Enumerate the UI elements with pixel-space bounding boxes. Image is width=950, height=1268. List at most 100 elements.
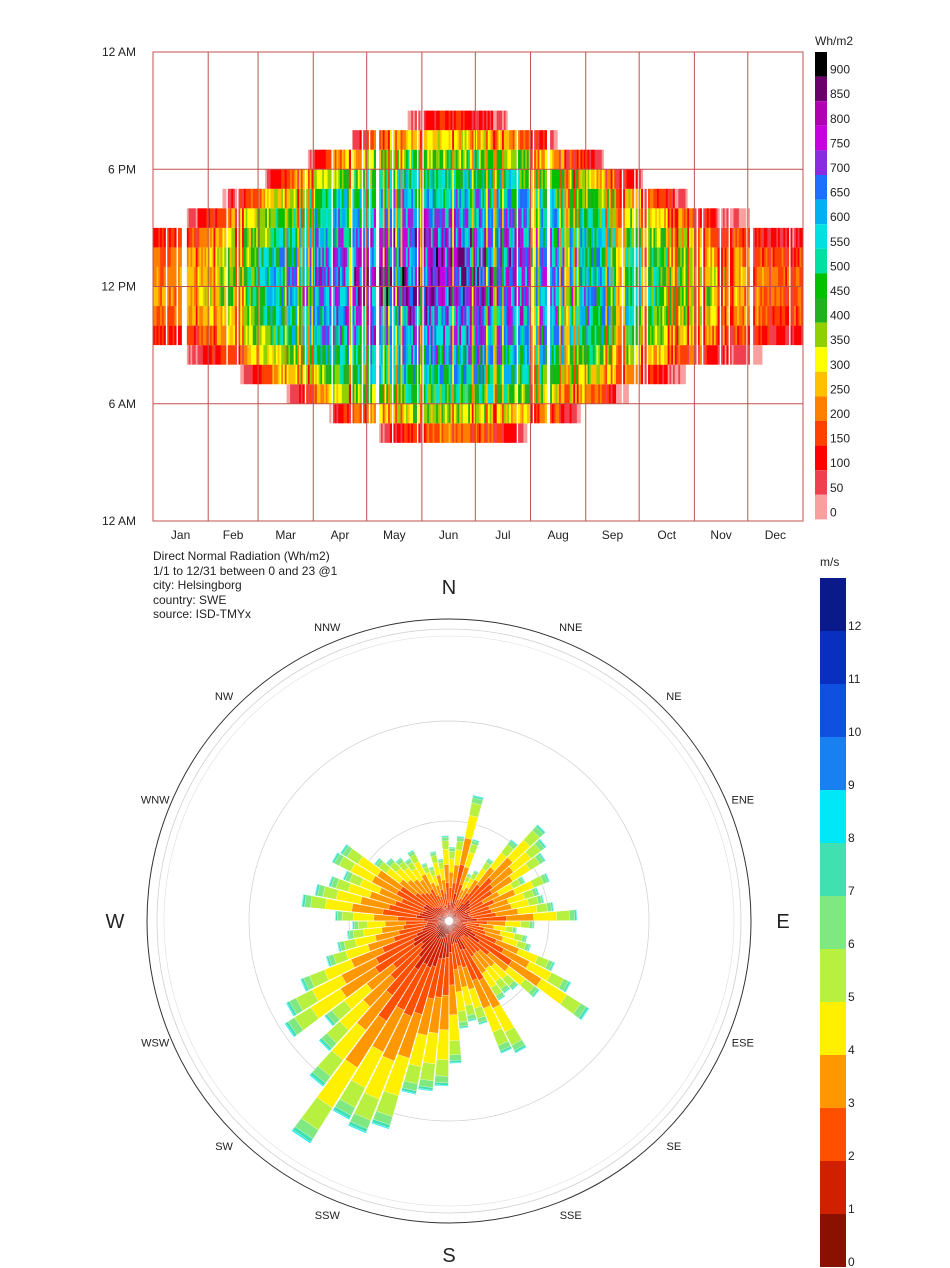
heatmap-cell: [450, 208, 453, 228]
heatmap-cell: [190, 286, 193, 307]
heatmap-cell: [706, 227, 710, 248]
wind-rose-wedge-segment: [352, 929, 365, 939]
heatmap-cell: [493, 188, 496, 209]
heatmap-cell: [202, 227, 206, 248]
heatmap-cell: [309, 247, 312, 267]
heatmap-cell: [373, 306, 376, 326]
heatmap-cell: [630, 306, 633, 326]
heatmap-cell: [537, 188, 540, 209]
heatmap-cell: [667, 286, 670, 307]
heatmap-cell: [299, 384, 302, 404]
heatmap-cell: [526, 169, 530, 189]
heatmap-cell: [740, 227, 743, 248]
heatmap-cell: [389, 169, 393, 189]
heatmap-cell: [678, 286, 681, 307]
heatmap-cell: [398, 306, 401, 326]
heatmap-cell: [322, 286, 325, 307]
heatmap-cell: [405, 384, 409, 404]
heatmap-cell: [425, 306, 428, 326]
heatmap-cell: [559, 169, 562, 189]
heatmap-cell: [658, 188, 661, 209]
heatmap-cell: [309, 208, 312, 228]
heatmap-cell: [653, 286, 656, 307]
heatmap-cell: [313, 169, 316, 189]
heatmap-cell: [573, 403, 576, 424]
heatmap-cell: [373, 130, 376, 150]
heatmap-cell: [167, 306, 170, 326]
heatmap-cell: [327, 208, 330, 228]
heatmap-cell: [473, 110, 476, 131]
heatmap-cell: [179, 325, 182, 346]
wind-rose-wedge-segment: [472, 838, 480, 842]
heatmap-x-tick-label: Jan: [171, 528, 190, 542]
heatmap-cell: [578, 169, 581, 189]
heatmap-cell: [384, 247, 387, 267]
heatmap-cell: [407, 110, 410, 131]
heatmap-cell: [519, 306, 523, 326]
heatmap-cell: [550, 169, 553, 189]
heatmap-cell: [224, 266, 227, 287]
heatmap-cell: [482, 169, 485, 189]
heatmap-cell: [491, 286, 494, 307]
heatmap-cell: [722, 247, 726, 267]
heatmap-cell: [290, 384, 293, 404]
heatmap-cell: [461, 149, 464, 170]
heatmap-cell: [518, 149, 521, 170]
heatmap-cell: [731, 325, 734, 346]
heatmap-cell: [429, 188, 432, 209]
heatmap-cell: [288, 188, 291, 209]
heatmap-cell: [398, 384, 401, 404]
heatmap-cell: [705, 306, 708, 326]
heatmap-cell: [543, 227, 546, 248]
heatmap-cell: [478, 364, 482, 385]
heatmap-cell: [400, 169, 403, 189]
heatmap-cell: [715, 286, 718, 307]
heatmap-cell: [316, 345, 320, 365]
heatmap-cell: [249, 286, 252, 307]
wind-rose-wedge-segment: [564, 981, 572, 993]
heatmap-cell: [635, 188, 638, 209]
heatmap-cell: [345, 208, 348, 228]
heatmap-cell: [238, 227, 241, 248]
heatmap-cell: [270, 227, 273, 248]
heatmap-cell: [299, 286, 302, 307]
heatmap-cell: [202, 266, 206, 287]
heatmap-cell: [396, 345, 400, 365]
heatmap-cell: [660, 208, 663, 228]
heatmap-cell: [258, 286, 261, 307]
heatmap-cell: [234, 306, 238, 326]
heatmap-cell: [462, 208, 466, 228]
heatmap-cell: [414, 188, 417, 209]
heatmap-cell: [158, 227, 161, 248]
wind-rose-wedge-segment: [430, 855, 438, 864]
heatmap-cell: [395, 384, 398, 404]
heatmap-cell: [297, 364, 300, 385]
heatmap-cell: [402, 306, 405, 326]
heatmap-cell: [382, 325, 385, 346]
heatmap-cell: [594, 286, 597, 307]
heatmap-cell: [564, 345, 567, 365]
heatmap-cell: [327, 364, 330, 385]
heatmap-cell: [557, 286, 560, 307]
heatmap-cell: [519, 188, 523, 209]
wind-rose-wedge-segment: [500, 1047, 513, 1054]
heatmap-cell: [379, 169, 382, 189]
heatmap-cell: [575, 266, 578, 287]
heatmap-cell: [514, 130, 517, 150]
heatmap-cell: [464, 208, 467, 228]
heatmap-cell: [580, 345, 583, 365]
heatmap-cell: [543, 286, 546, 307]
heatmap-cell: [274, 169, 277, 189]
heatmap-cell: [420, 247, 423, 267]
heatmap-cell: [763, 227, 766, 248]
heatmap-cell: [270, 208, 273, 228]
heatmap-cell: [177, 325, 181, 346]
heatmap-cell: [505, 266, 508, 287]
heatmap-cell: [309, 306, 312, 326]
heatmap-cell: [240, 286, 243, 307]
heatmap-cell: [493, 227, 496, 248]
heatmap-cell: [550, 345, 553, 365]
heatmap-cell: [582, 247, 585, 267]
heatmap-cell: [639, 227, 642, 248]
heatmap-cell: [256, 188, 259, 209]
